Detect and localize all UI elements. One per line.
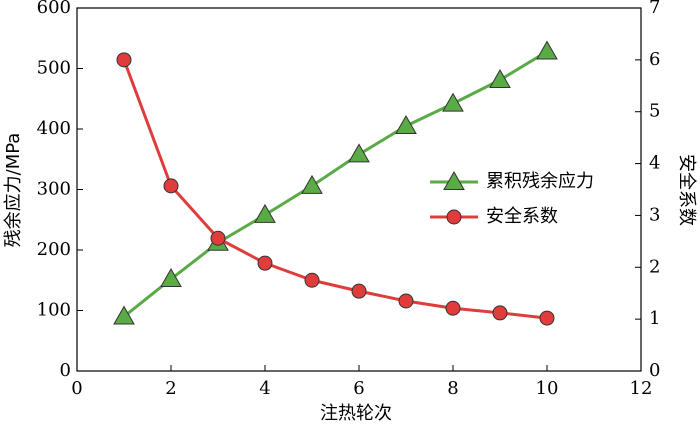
y-tick-label: 400 xyxy=(37,118,71,139)
marker xyxy=(210,230,226,246)
marker xyxy=(395,114,417,134)
y2-tick-label: 7 xyxy=(649,0,660,18)
x-tick-label: 10 xyxy=(536,378,559,399)
x-tick-label: 0 xyxy=(71,378,82,399)
marker xyxy=(304,272,320,288)
y2-tick-label: 3 xyxy=(649,204,660,225)
marker xyxy=(351,283,367,299)
marker xyxy=(443,170,465,190)
x-axis-label: 注热轮次 xyxy=(320,403,392,424)
y2-tick-label: 6 xyxy=(649,49,660,70)
y2-tick-label: 4 xyxy=(649,153,660,174)
y-axis-label: 残余应力/MPa xyxy=(3,133,24,248)
marker xyxy=(398,293,414,309)
y2-tick-label: 2 xyxy=(649,256,660,277)
y-tick-label: 100 xyxy=(37,300,71,321)
marker xyxy=(113,305,135,325)
marker xyxy=(163,178,179,194)
y2-axis-label: 安全系数 xyxy=(676,154,697,226)
marker xyxy=(492,305,508,321)
marker xyxy=(160,268,182,288)
marker xyxy=(254,203,276,223)
legend-label: 累积残余应力 xyxy=(486,171,594,192)
marker xyxy=(445,300,461,316)
y2-tick-label: 1 xyxy=(649,308,660,329)
y2-tick-label: 5 xyxy=(649,101,660,122)
series-line xyxy=(123,50,548,318)
marker xyxy=(301,174,323,194)
marker xyxy=(489,68,511,88)
y-tick-label: 600 xyxy=(37,0,71,18)
x-tick-label: 12 xyxy=(630,378,653,399)
marker xyxy=(539,310,555,326)
series-line xyxy=(122,59,548,320)
y-tick-label: 300 xyxy=(37,179,71,200)
y-tick-label: 200 xyxy=(37,239,71,260)
x-tick-label: 2 xyxy=(165,378,176,399)
y2-tick-label: 0 xyxy=(649,360,660,381)
marker xyxy=(446,209,462,225)
marker xyxy=(536,40,558,60)
legend-label: 安全系数 xyxy=(486,206,558,227)
x-tick-label: 4 xyxy=(259,378,270,399)
marker xyxy=(116,52,132,68)
y-tick-label: 0 xyxy=(60,360,71,381)
y-tick-label: 500 xyxy=(37,58,71,79)
marker xyxy=(257,255,273,271)
marker xyxy=(442,92,464,112)
x-tick-label: 8 xyxy=(447,378,458,399)
x-tick-label: 6 xyxy=(353,378,364,399)
marker xyxy=(348,143,370,163)
